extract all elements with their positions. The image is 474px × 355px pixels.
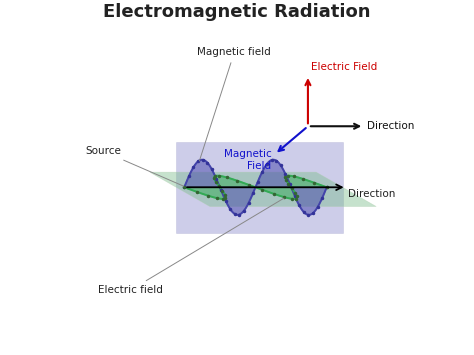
Title: Electromagnetic Radiation: Electromagnetic Radiation	[103, 3, 371, 21]
Polygon shape	[184, 160, 327, 215]
Text: Magnetic field: Magnetic field	[197, 47, 271, 161]
Text: Magnetic
Field: Magnetic Field	[224, 149, 272, 171]
Polygon shape	[184, 176, 327, 199]
Polygon shape	[176, 142, 343, 233]
Text: Electric field: Electric field	[99, 198, 284, 295]
Text: Electric Field: Electric Field	[311, 62, 377, 72]
Text: Direction: Direction	[367, 121, 415, 131]
Polygon shape	[150, 172, 376, 207]
Text: Source: Source	[85, 146, 183, 186]
Text: Direction: Direction	[348, 189, 395, 199]
